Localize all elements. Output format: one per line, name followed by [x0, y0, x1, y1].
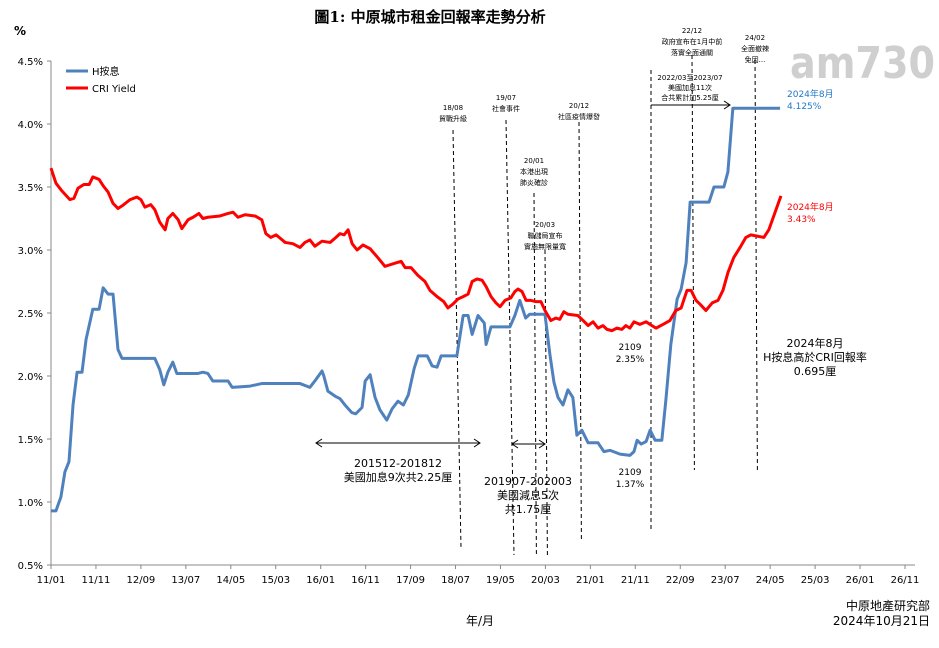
- annotation-cri_end: 3.43%: [787, 215, 816, 225]
- event-text: 全面撤辣: [741, 44, 769, 53]
- event-line: [505, 119, 515, 556]
- y-tick-label: 1.5%: [18, 435, 43, 446]
- annotation-spread: 2024年8月: [787, 336, 844, 350]
- chart-title: 圖1: 中原城市租金回報率走勢分析: [314, 8, 545, 26]
- x-tick-label: 16/11: [351, 575, 380, 586]
- x-tick-label: 21/01: [576, 575, 605, 586]
- annotation-hibor_end: 2024年8月: [787, 88, 834, 100]
- range-text: 美國加息9次共2.25厘: [344, 470, 453, 484]
- annotation-hibor_end: 4.125%: [787, 102, 822, 112]
- x-tick-label: 25/03: [801, 575, 830, 586]
- x-tick-label: 15/03: [261, 575, 290, 586]
- x-tick-label: 20/03: [531, 575, 560, 586]
- x-tick-label: 26/11: [891, 575, 920, 586]
- event-text: 肺炎確診: [520, 178, 548, 187]
- legend-label: CRI Yield: [92, 84, 136, 95]
- y-axis-label: %: [14, 24, 26, 38]
- annotation-cri_end: 2024年8月: [787, 201, 834, 213]
- event-date: 20/12: [569, 102, 589, 110]
- event-text: 免因...: [745, 55, 766, 64]
- event-line: [754, 59, 758, 471]
- range-text: 合共累計加5.25厘: [661, 93, 719, 102]
- x-tick-label: 19/05: [486, 575, 515, 586]
- x-tick-label: 23/07: [711, 575, 740, 586]
- arrow-head-left: [511, 439, 519, 449]
- event-text: 社區疫情爆發: [558, 112, 600, 121]
- event-text: 本港出現: [520, 167, 548, 176]
- x-tick-label: 18/07: [441, 575, 470, 586]
- y-tick-label: 3.5%: [18, 183, 43, 194]
- event-date: 24/02: [745, 34, 765, 42]
- annotation-hibor_low: 2109: [619, 468, 642, 478]
- x-tick-label: 24/05: [756, 575, 785, 586]
- range-label: 201907-202003: [484, 475, 572, 488]
- annotation-spread: 0.695厘: [794, 365, 837, 378]
- annotation-hibor_low: 1.37%: [616, 480, 645, 490]
- y-tick-label: 3.0%: [18, 246, 43, 257]
- source-name: 中原地產研究部: [846, 598, 930, 613]
- range-text: 美國加息11次: [668, 83, 712, 92]
- annotation-cri_low: 2109: [619, 343, 642, 353]
- y-tick-label: 2.5%: [18, 309, 43, 320]
- x-tick-label: 22/09: [666, 575, 695, 586]
- x-axis-label: 年/月: [466, 614, 494, 628]
- y-tick-label: 2.0%: [18, 372, 43, 383]
- legend-label: H按息: [92, 65, 120, 78]
- source-date: 2024年10月21日: [833, 614, 930, 628]
- range-label: 2022/03至2023/07: [657, 74, 722, 82]
- x-tick-label: 21/11: [621, 575, 650, 586]
- x-tick-label: 16/01: [306, 575, 335, 586]
- arrow-head-right: [538, 439, 546, 449]
- event-line: [578, 121, 582, 541]
- y-tick-label: 4.5%: [18, 57, 43, 68]
- annotation-cri_low: 2.35%: [616, 355, 645, 365]
- event-line: [533, 192, 537, 556]
- event-text: 落實全面通關: [671, 48, 713, 57]
- x-tick-label: 17/09: [396, 575, 425, 586]
- x-tick-label: 26/01: [846, 575, 875, 586]
- y-tick-label: 1.0%: [18, 498, 43, 509]
- event-date: 18/08: [443, 104, 463, 112]
- x-tick-label: 11/11: [82, 575, 111, 586]
- event-text: 貿戰升級: [439, 114, 467, 123]
- watermark-logo: am730: [790, 38, 935, 89]
- x-tick-label: 14/05: [216, 575, 245, 586]
- arrow-head-right: [473, 438, 481, 448]
- y-tick-label: 0.5%: [18, 561, 43, 572]
- annotation-spread: H按息高於CRI回報率: [763, 350, 867, 364]
- range-label: 201512-201812: [354, 457, 442, 470]
- arrow-head-left: [315, 438, 323, 448]
- event-date: 20/03: [535, 221, 555, 229]
- event-text: 實施無限量寬: [524, 242, 566, 251]
- hibor-line: [51, 106, 781, 513]
- arrow-head-right: [723, 100, 731, 110]
- event-line: [691, 54, 695, 471]
- x-tick-label: 11/01: [37, 575, 66, 586]
- y-tick-label: 4.0%: [18, 120, 43, 131]
- cri-yield-line: [49, 167, 783, 333]
- event-date: 20/01: [524, 157, 544, 165]
- event-date: 22/12: [682, 27, 702, 35]
- x-tick-label: 13/07: [171, 575, 200, 586]
- event-text: 政府宣布在1月中前: [662, 37, 722, 46]
- range-text: 共1.75厘: [505, 503, 552, 516]
- event-date: 19/07: [496, 94, 516, 102]
- event-text: 聯儲局宣布: [528, 231, 563, 240]
- event-text: 社會事件: [492, 104, 520, 113]
- range-text: 美國減息5次: [497, 488, 559, 502]
- x-tick-label: 12/09: [126, 575, 155, 586]
- event-line: [544, 249, 548, 556]
